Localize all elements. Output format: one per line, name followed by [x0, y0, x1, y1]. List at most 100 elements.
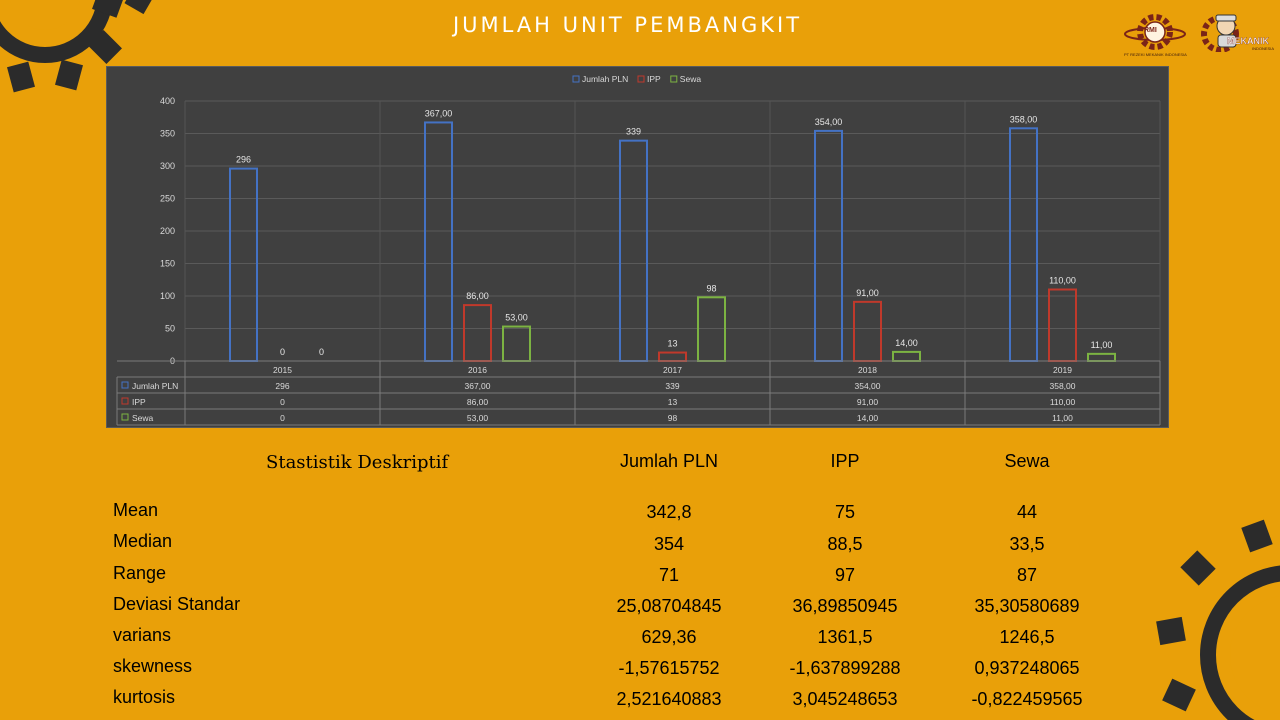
- stats-value: 3,045248653: [792, 689, 898, 709]
- stats-value: 1246,5: [999, 627, 1055, 647]
- x-tick-label: 2017: [663, 365, 682, 375]
- stats-value: 71: [658, 565, 680, 585]
- legend-label: Sewa: [680, 74, 702, 84]
- stats-value: 354: [653, 534, 685, 554]
- stats-value: 629,36: [641, 627, 697, 647]
- data-label: 0: [319, 347, 324, 357]
- stats-value: 342,8: [646, 502, 692, 522]
- data-label: 91,00: [856, 288, 879, 298]
- table-cell: 13: [668, 397, 678, 407]
- stats-column-header: Jumlah PLN: [619, 451, 719, 471]
- table-series-label: Sewa: [132, 413, 154, 423]
- table-cell: 91,00: [857, 397, 879, 407]
- rmi-gear-icon: [1124, 14, 1186, 50]
- stats-row-label: skewness: [113, 656, 193, 676]
- stats-value: 44: [1016, 502, 1038, 522]
- table-cell: 53,00: [467, 413, 489, 423]
- data-label: 53,00: [505, 313, 528, 323]
- legend-swatch: [572, 75, 580, 83]
- table-legend-swatch: [121, 397, 129, 405]
- stats-value: 36,89850945: [792, 596, 898, 616]
- stats-row-label: varians: [113, 625, 172, 645]
- stats-value: -1,57615752: [618, 658, 720, 678]
- x-tick-label: 2019: [1053, 365, 1072, 375]
- gear-decoration-bottom-right: [1156, 519, 1280, 720]
- table-cell: 0: [280, 397, 285, 407]
- y-tick-label: 250: [160, 194, 175, 204]
- x-tick-label: 2015: [273, 365, 292, 375]
- table-cell: 367,00: [465, 381, 491, 391]
- y-tick-label: 150: [160, 259, 175, 269]
- x-tick-label: 2018: [858, 365, 877, 375]
- stats-value: 2,521640883: [616, 689, 722, 709]
- mekanik-logo: MEKANIK INDONESIA: [1194, 12, 1276, 58]
- stats-row-label: Range: [113, 563, 167, 583]
- stats-value: 97: [834, 565, 856, 585]
- gear-decoration-top-left: [0, 0, 154, 93]
- table-series-label: Jumlah PLN: [132, 381, 178, 391]
- stats-title: Stastistik Deskriptif: [266, 452, 449, 473]
- stats-column-header: IPP: [830, 451, 860, 471]
- mekanik-logo-text: MEKANIK: [1227, 36, 1269, 46]
- stats-row-label: Median: [113, 531, 173, 551]
- data-label: 14,00: [895, 338, 918, 348]
- table-series-label: IPP: [132, 397, 146, 407]
- chart-panel: 0 50 100 150 200 250 300 350 400 Jumlah PLN IPP Sew…: [106, 66, 1169, 428]
- stats-row-label: kurtosis: [113, 687, 176, 707]
- stats-value: -0,822459565: [971, 689, 1083, 709]
- data-label: 339: [626, 127, 641, 137]
- slide-title: JUMLAH UNIT PEMBANGKIT: [452, 13, 803, 37]
- table-cell: 0: [280, 413, 285, 423]
- y-tick-label: 400: [160, 96, 175, 106]
- stats-value: 88,5: [827, 534, 863, 554]
- x-tick-label: 2016: [468, 365, 487, 375]
- table-cell: 354,00: [855, 381, 881, 391]
- stats-value: -1,637899288: [789, 658, 901, 678]
- rmi-logo: RMI PT REZEKI MEKANIK INDONESIA: [1122, 12, 1188, 58]
- y-tick-label: 300: [160, 161, 175, 171]
- legend-swatch: [637, 75, 645, 83]
- data-label: 367,00: [425, 108, 453, 118]
- legend-label: IPP: [647, 74, 661, 84]
- table-cell: 358,00: [1050, 381, 1076, 391]
- table-cell: 98: [668, 413, 678, 423]
- stats-value: 33,5: [1009, 534, 1045, 554]
- stats-value: 1361,5: [817, 627, 873, 647]
- data-label: 358,00: [1010, 114, 1038, 124]
- y-tick-label: 50: [165, 324, 175, 334]
- rmi-logo-caption: PT REZEKI MEKANIK INDONESIA: [1124, 52, 1187, 57]
- data-label: 86,00: [466, 291, 489, 301]
- data-label: 354,00: [815, 117, 843, 127]
- mechanic-mascot-icon: [1201, 14, 1239, 53]
- stats-column-header: Sewa: [1004, 451, 1050, 471]
- stats-value: 0,937248065: [974, 658, 1080, 678]
- table-legend-swatch: [121, 413, 129, 421]
- stats-value: 25,08704845: [616, 596, 722, 616]
- table-cell: 339: [665, 381, 679, 391]
- data-label: 110,00: [1049, 276, 1076, 286]
- table-cell: 86,00: [467, 397, 489, 407]
- table-cell: 11,00: [1052, 413, 1073, 423]
- table-cell: 296: [275, 381, 289, 391]
- mekanik-logo-caption: INDONESIA: [1252, 46, 1275, 51]
- data-label: 11,00: [1091, 340, 1113, 350]
- y-tick-label: 200: [160, 226, 175, 236]
- data-label: 0: [280, 347, 285, 357]
- stats-row-label: Mean: [113, 500, 159, 520]
- y-tick-label: 350: [160, 129, 175, 139]
- stats-value: 75: [834, 502, 856, 522]
- table-cell: 110,00: [1050, 397, 1076, 407]
- data-label: 296: [236, 155, 251, 165]
- bar-chart: 0 50 100 150 200 250 300 350 400 Jumlah PLN IPP Sew…: [116, 74, 1161, 426]
- table-legend-swatch: [121, 381, 129, 389]
- stats-value: 35,30580689: [974, 596, 1080, 616]
- data-label: 13: [667, 339, 677, 349]
- table-cell: 14,00: [857, 413, 879, 423]
- stats-value: 87: [1016, 565, 1038, 585]
- stats-row-label: Deviasi Standar: [113, 594, 241, 614]
- rmi-logo-text: RMI: [1144, 27, 1157, 34]
- legend-label: Jumlah PLN: [582, 74, 628, 84]
- legend-swatch: [670, 75, 678, 83]
- data-label: 98: [706, 283, 716, 293]
